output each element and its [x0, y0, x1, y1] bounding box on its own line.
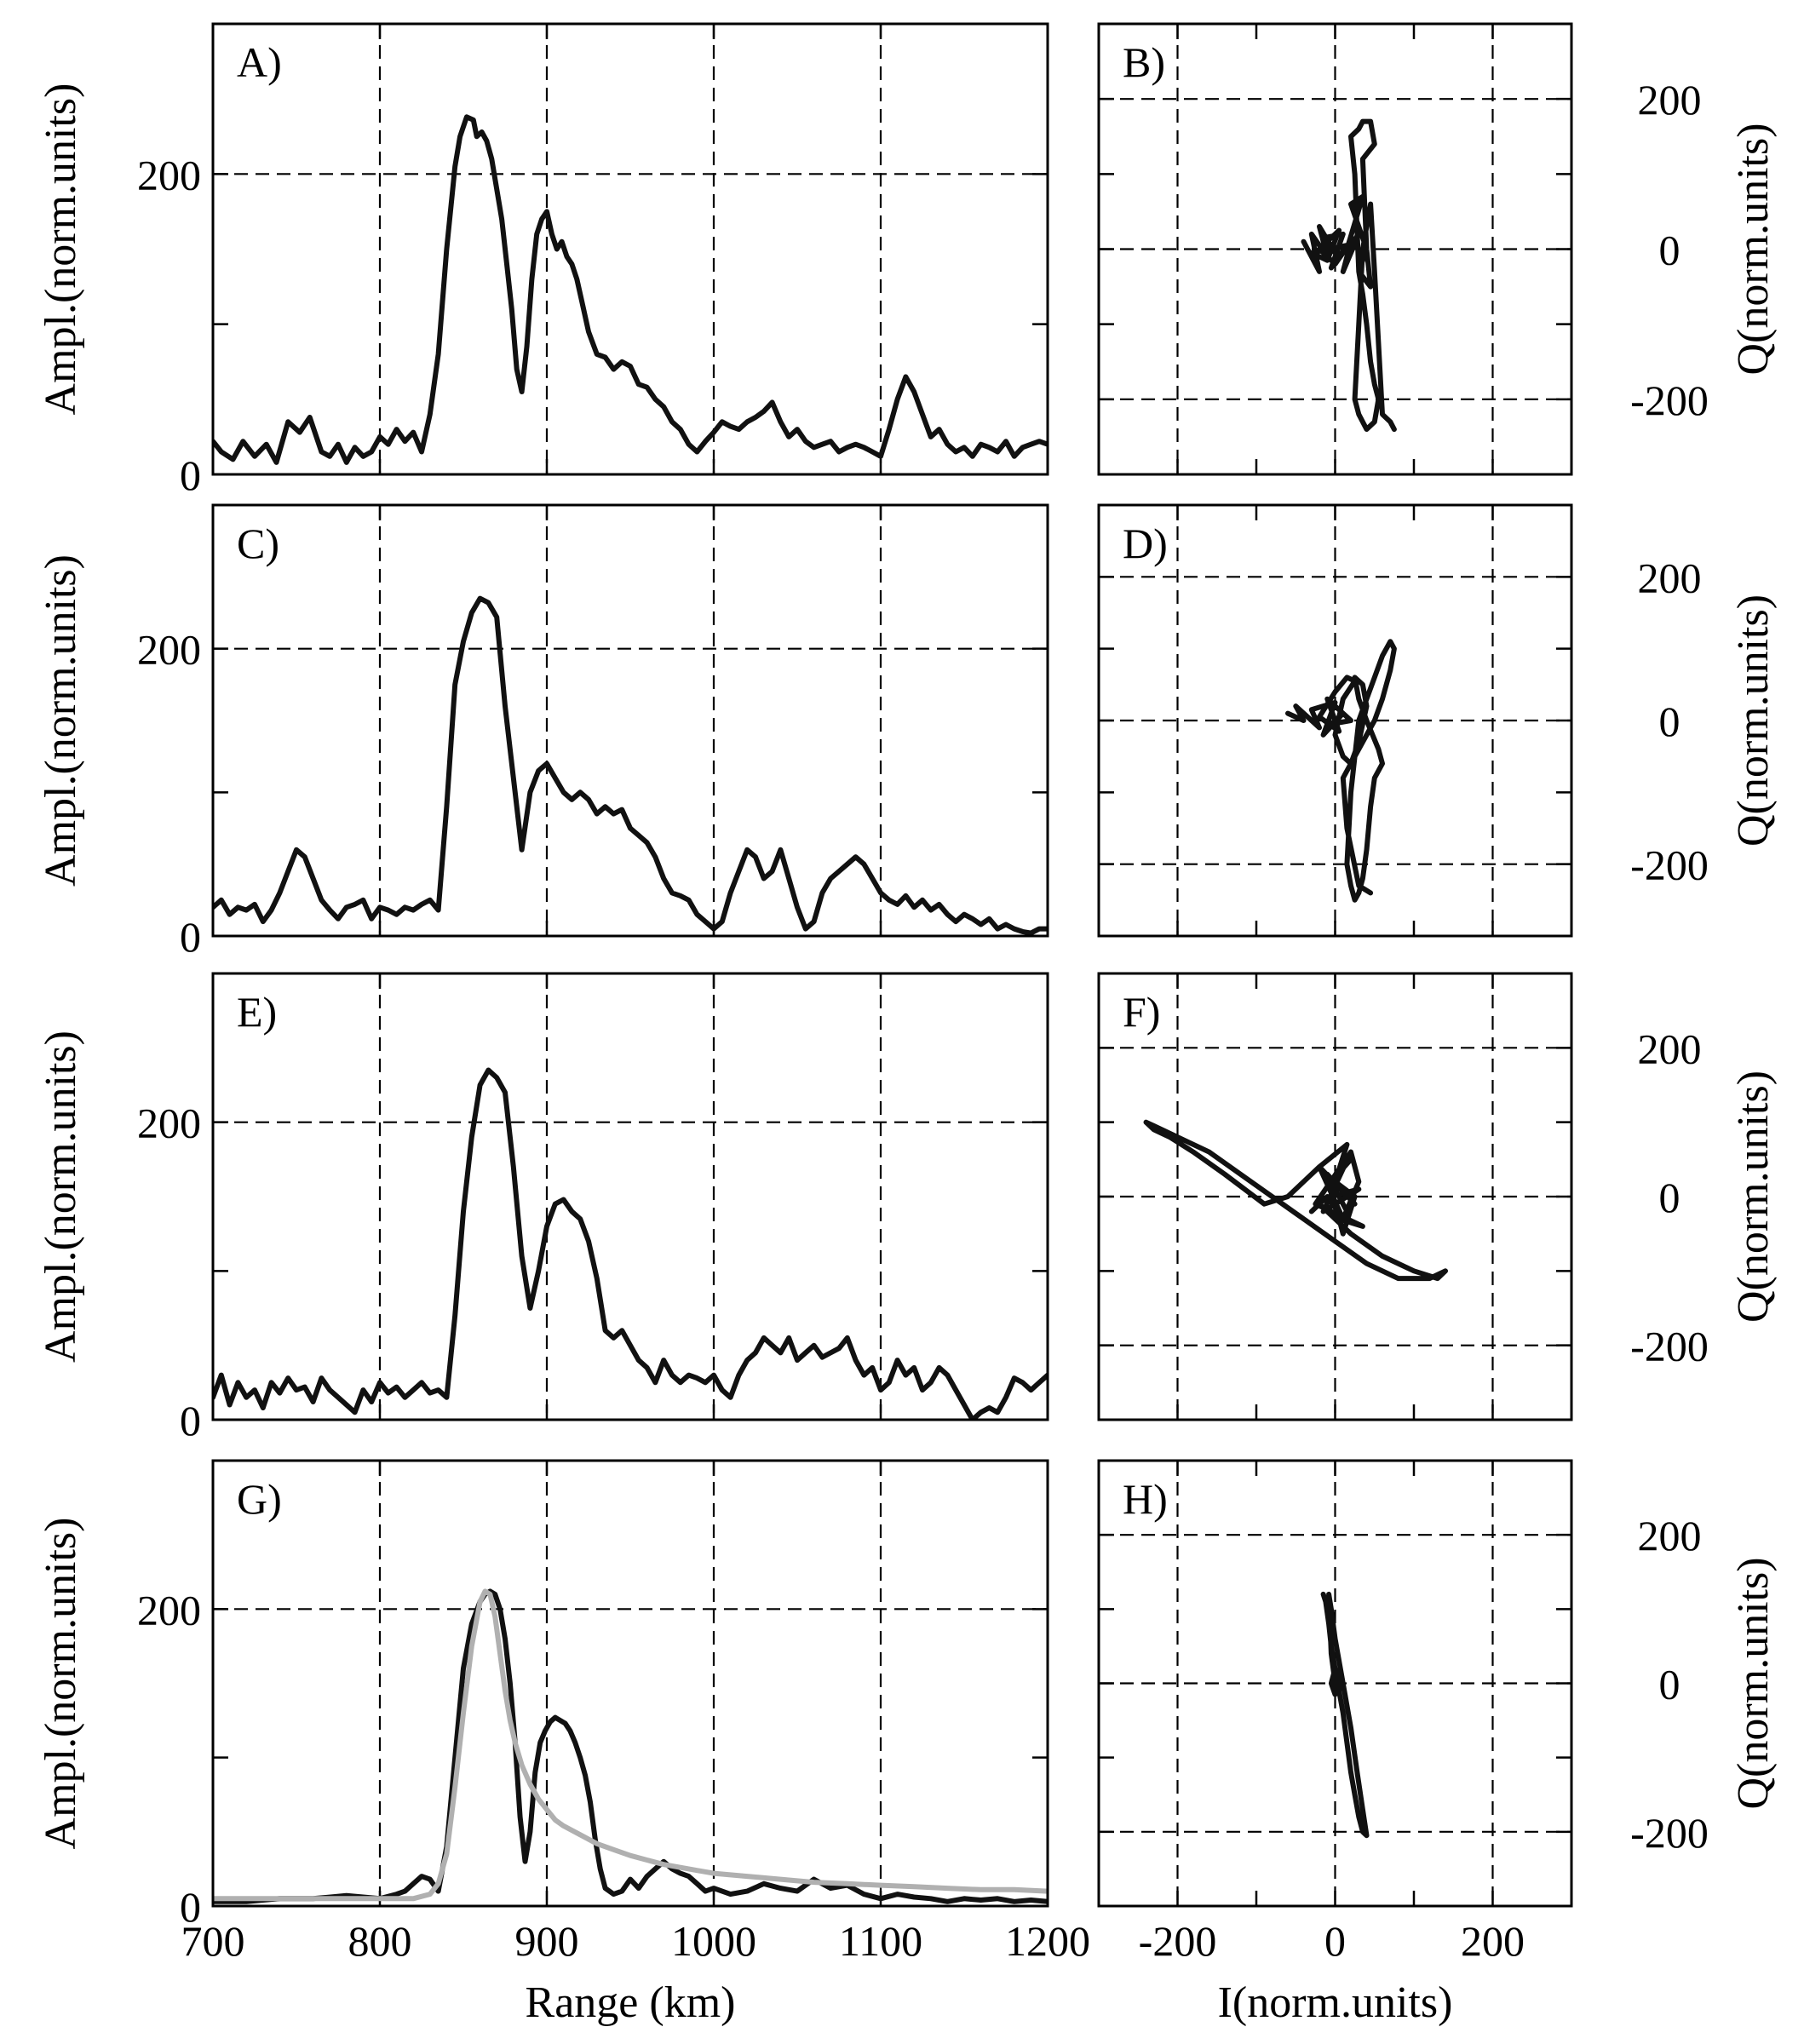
y-tick-label: 200	[137, 1100, 201, 1147]
y-tick-label: -200	[1630, 376, 1709, 424]
y-axis-label: Ampl.(norm.units)	[37, 1031, 85, 1363]
panel-a: A) 0 200 Ampl.(norm.units)	[37, 22, 1049, 499]
y-tick-label: -200	[1630, 841, 1709, 889]
y-axis-label: Ampl.(norm.units)	[37, 83, 85, 416]
plot-frame	[1097, 22, 1573, 476]
plot-frame	[211, 503, 1049, 938]
plot-frame	[1097, 503, 1573, 938]
x-tick-label: 200	[1461, 1917, 1525, 1965]
y-tick-label: -200	[1630, 1809, 1709, 1857]
x-tick-label: 1000	[671, 1917, 756, 1965]
series-line-1	[213, 595, 1048, 936]
series-line-1	[213, 114, 1048, 465]
y-tick-label: 200	[137, 626, 201, 674]
series-line-1	[1143, 1119, 1448, 1282]
panel-label: H)	[1123, 1475, 1168, 1523]
x-tick-label: 0	[1324, 1917, 1346, 1965]
y-axis-label: Q(norm.units)	[1729, 123, 1778, 375]
y-tick-label: 0	[1659, 1661, 1680, 1708]
panel-label: C)	[237, 520, 279, 567]
panel-f: F) 200 0 -200 Q(norm.units)	[1097, 972, 1778, 1421]
x-tick-label: 700	[181, 1917, 245, 1965]
panel-label: A)	[237, 38, 282, 86]
x-axis-label: Range (km)	[526, 1978, 736, 2027]
y-axis-label: Q(norm.units)	[1729, 1071, 1778, 1323]
series-line-2	[213, 1588, 1048, 1902]
series-line-1	[1320, 1591, 1370, 1839]
y-axis-label: Ampl.(norm.units)	[37, 1518, 85, 1850]
plot-frame	[211, 22, 1049, 476]
series-line-1	[213, 1067, 1048, 1420]
plot-frame	[211, 972, 1049, 1421]
x-axis-label: I(norm.units)	[1218, 1978, 1453, 2027]
plot-frame	[1097, 1459, 1573, 1908]
panel-h: H) 200 0 -200 -200 0 200 Q(norm.units) I(norm.un…	[1097, 1459, 1778, 2027]
panel-label: D)	[1123, 520, 1168, 567]
y-tick-label: 0	[1659, 1174, 1680, 1221]
panel-e: E) 0 200 Ampl.(norm.units)	[37, 972, 1049, 1444]
y-tick-label: 0	[180, 913, 201, 961]
y-tick-label: 200	[1638, 76, 1702, 123]
panel-label: B)	[1123, 38, 1165, 86]
x-tick-label: 1100	[839, 1917, 922, 1965]
y-tick-label: 200	[1638, 1025, 1702, 1072]
plot-frame	[1097, 972, 1573, 1421]
x-tick-label: -200	[1139, 1917, 1217, 1965]
panel-label: F)	[1123, 988, 1160, 1036]
y-tick-label: 0	[180, 1883, 201, 1931]
y-tick-label: 0	[1659, 227, 1680, 274]
panel-b: B) 200 0 -200 Q(norm.units)	[1097, 22, 1778, 476]
y-tick-label: 200	[137, 1586, 201, 1633]
panel-g: G) 0 200 700 800 900 1000 1100 1200 Ampl.(norm.un…	[37, 1459, 1090, 2027]
panel-d: D) 200 0 -200 Q(norm.units)	[1097, 503, 1778, 938]
series-line-1	[1301, 118, 1397, 433]
y-axis-label: Q(norm.units)	[1729, 1557, 1778, 1809]
series-line-1	[1285, 639, 1397, 903]
panel-label: G)	[237, 1475, 282, 1523]
y-tick-label: 200	[1638, 1512, 1702, 1559]
panel-label: E)	[237, 988, 277, 1036]
plot-frame	[211, 1459, 1049, 1908]
x-tick-label: 1200	[1005, 1917, 1090, 1965]
x-tick-label: 800	[348, 1917, 412, 1965]
y-axis-label: Q(norm.units)	[1729, 594, 1778, 847]
y-tick-label: 200	[1638, 554, 1702, 601]
y-tick-label: 0	[180, 451, 201, 499]
y-tick-label: 0	[180, 1397, 201, 1444]
y-tick-label: 0	[1659, 698, 1680, 745]
x-tick-label: 900	[515, 1917, 579, 1965]
panel-c: C) 0 200 Ampl.(norm.units)	[37, 503, 1049, 961]
y-tick-label: -200	[1630, 1323, 1709, 1370]
y-axis-label: Ampl.(norm.units)	[37, 554, 85, 887]
y-tick-label: 200	[137, 151, 201, 198]
